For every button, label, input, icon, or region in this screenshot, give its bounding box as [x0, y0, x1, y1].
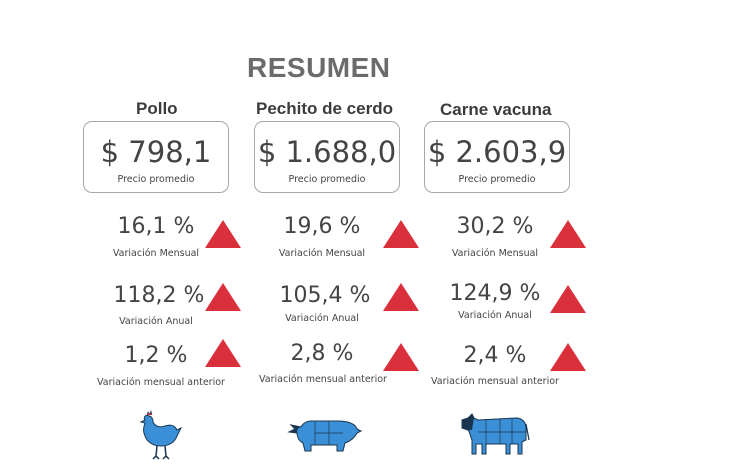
monthly-variation-label: Variación Mensual [278, 248, 366, 259]
prev-monthly-variation-label: Variación mensual anterior [259, 374, 387, 385]
annual-variation-label: Variación Anual [119, 316, 193, 327]
up-arrow-icon [205, 339, 241, 367]
product-name-pollo: Pollo [136, 99, 178, 118]
prev-monthly-variation-value: 2,4 % [463, 343, 527, 368]
prev-monthly-variation-value: 1,2 % [124, 343, 188, 368]
up-arrow-icon [550, 220, 586, 248]
up-arrow-icon [383, 283, 419, 311]
price-card-pollo: $ 798,1 Precio promedio [83, 121, 229, 193]
price-card-pechito-de-cerdo: $ 1.688,0 Precio promedio [254, 121, 400, 193]
monthly-variation-value: 19,6 % [283, 214, 361, 239]
annual-variation-value: 124,9 % [449, 281, 541, 306]
up-arrow-icon [550, 285, 586, 313]
annual-variation-label: Variación Anual [458, 310, 532, 321]
annual-variation-label: Variación Anual [285, 313, 359, 324]
price-label: Precio promedio [458, 174, 536, 185]
up-arrow-icon [205, 283, 241, 311]
page-title: RESUMEN [247, 52, 391, 83]
price-value: $ 798,1 [100, 135, 212, 169]
pig-icon [287, 420, 363, 452]
monthly-variation-value: 30,2 % [456, 214, 534, 239]
annual-variation-value: 105,4 % [279, 283, 371, 308]
monthly-variation-label: Variación Mensual [451, 248, 539, 259]
prev-monthly-variation-label: Variación mensual anterior [97, 377, 225, 388]
price-card-carne-vacuna: $ 2.603,9 Precio promedio [424, 121, 570, 193]
up-arrow-icon [383, 220, 419, 248]
product-name-carne-vacuna: Carne vacuna [440, 100, 552, 119]
price-label: Precio promedio [117, 174, 195, 185]
price-value: $ 1.688,0 [257, 135, 397, 169]
prev-monthly-variation-label: Variación mensual anterior [431, 376, 559, 387]
product-name-pechito-de-cerdo: Pechito de cerdo [256, 99, 393, 118]
up-arrow-icon [205, 220, 241, 248]
prev-monthly-variation-value: 2,8 % [290, 341, 354, 366]
price-label: Precio promedio [288, 174, 366, 185]
annual-variation-value: 118,2 % [113, 283, 205, 308]
up-arrow-icon [383, 343, 419, 371]
chicken-icon [139, 410, 183, 460]
up-arrow-icon [550, 343, 586, 371]
cow-icon [461, 413, 530, 455]
price-value: $ 2.603,9 [427, 135, 567, 169]
monthly-variation-value: 16,1 % [117, 214, 195, 239]
monthly-variation-label: Variación Mensual [112, 248, 200, 259]
